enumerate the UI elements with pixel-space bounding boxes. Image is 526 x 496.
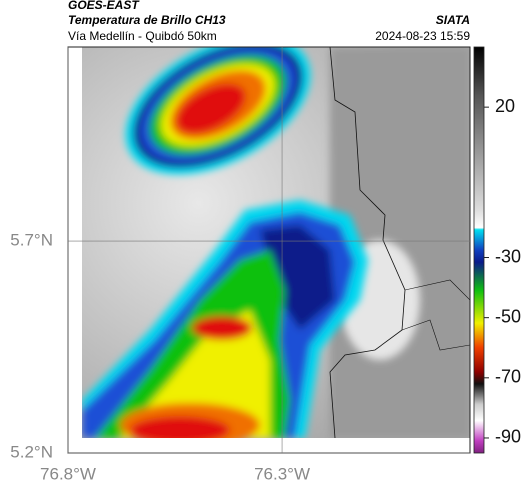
x-tick-label: 76.8°W: [40, 464, 96, 483]
header-route: Vía Medellín - Quibdó 50km: [68, 29, 217, 43]
y-tick-label: 5.2°N: [10, 442, 53, 461]
x-tick-label: 76.3°W: [254, 464, 310, 483]
colorbar: [473, 46, 485, 454]
header-timestamp: 2024-08-23 15:59: [375, 29, 470, 43]
colorbar-tick-label: -30: [495, 246, 521, 266]
colorbar-tick-label: -70: [495, 367, 521, 387]
colorbar-tick-label: -50: [495, 306, 521, 326]
colorbar-tick-label: -90: [495, 427, 521, 447]
header-subtitle: Temperatura de Brillo CH13: [68, 13, 226, 27]
y-tick-label: 5.7°N: [10, 231, 53, 250]
colorbar-tick-label: 20: [495, 96, 515, 116]
header-source: SIATA: [436, 13, 470, 27]
satellite-image: [82, 47, 470, 438]
header-title: GOES-EAST: [68, 0, 140, 12]
